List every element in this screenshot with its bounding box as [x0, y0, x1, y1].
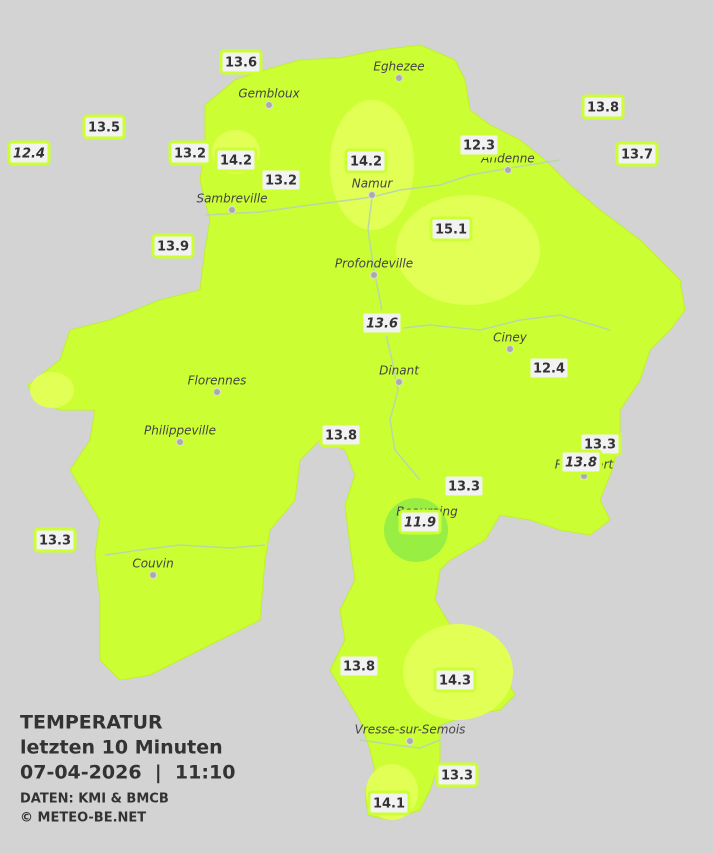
station-value: 13.5	[88, 121, 120, 136]
station-box	[259, 167, 303, 193]
city-dot	[368, 191, 376, 199]
station-value: 13.3	[39, 534, 71, 549]
station-value: 13.8	[325, 429, 357, 444]
city-label: Profondeville	[335, 257, 413, 271]
station-box	[168, 140, 212, 166]
station-value: 14.3	[439, 674, 471, 689]
city-label: Florennes	[188, 374, 247, 388]
station-box	[82, 114, 126, 140]
city-dot	[395, 74, 403, 82]
city-dot	[149, 571, 157, 579]
city-label: Sambreville	[196, 192, 267, 206]
station-box	[527, 355, 571, 381]
city-label: Couvin	[132, 557, 173, 571]
station-value: 13.2	[174, 147, 206, 162]
station-value: 13.8	[343, 660, 375, 675]
station-value: 13.9	[157, 240, 189, 255]
station-box	[429, 216, 473, 242]
city-label: Namur	[352, 177, 394, 191]
river	[384, 314, 611, 331]
station-box	[615, 141, 659, 167]
station-box	[319, 422, 363, 448]
station-box	[337, 653, 381, 679]
legend-datetime: 07-04-2026 | 11:10	[20, 762, 235, 784]
city-label: Ciney	[493, 331, 528, 345]
station-value: 13.3	[448, 480, 480, 495]
warm-zone	[396, 195, 540, 305]
city-dot	[265, 101, 273, 109]
station-value: 11.9	[404, 516, 436, 531]
station-box	[457, 132, 501, 158]
station-box	[360, 310, 404, 336]
city-dot	[176, 438, 184, 446]
city-label: Philippeville	[144, 424, 216, 438]
station-box	[33, 527, 77, 553]
station-value: 13.2	[265, 174, 297, 189]
city-dot	[406, 737, 414, 745]
legend-heading: TEMPERATUR	[20, 712, 163, 734]
station-box	[559, 449, 603, 475]
station-value: 14.2	[350, 155, 382, 170]
station-value: 13.6	[225, 56, 257, 71]
legend-copyright: © METEO-BE.NET	[20, 811, 146, 826]
legend-subtitle: letzten 10 Minuten	[20, 737, 223, 759]
station-value: 12.4	[533, 362, 565, 377]
city-dot	[395, 378, 403, 386]
station-value: 14.2	[220, 154, 252, 169]
city-dot	[228, 206, 236, 214]
station-box	[214, 147, 258, 173]
station-box	[7, 140, 51, 166]
warm-zone	[30, 372, 74, 408]
station-box	[581, 94, 625, 120]
station-value: 14.1	[373, 797, 405, 812]
rivers	[104, 159, 611, 749]
city-dot	[370, 271, 378, 279]
legend-source: DATEN: KMI & BMCB	[20, 792, 169, 807]
station-box	[367, 790, 411, 816]
station-value: 13.8	[565, 456, 597, 471]
station-value: 13.8	[587, 101, 619, 116]
city-label: Dinant	[379, 364, 420, 378]
station-box	[442, 473, 486, 499]
station-value: 13.6	[366, 317, 398, 332]
city-label: Vresse-sur-Semois	[355, 723, 466, 737]
station-box	[219, 49, 263, 75]
river	[367, 196, 421, 481]
stations: 13.6 13.5 12.4 13.2 14.2 13.2 14.2 12.3 13.8 13.7…	[7, 49, 659, 816]
station-box	[398, 509, 442, 535]
station-value: 13.7	[621, 148, 653, 163]
city-label: Eghezee	[373, 60, 424, 74]
station-value: 15.1	[435, 223, 467, 238]
station-value: 13.3	[441, 769, 473, 784]
river	[359, 739, 441, 749]
station-box	[344, 148, 388, 174]
city-dot	[506, 345, 514, 353]
station-box	[435, 762, 479, 788]
river	[104, 544, 266, 556]
station-value: 12.3	[463, 139, 495, 154]
station-box	[151, 233, 195, 259]
station-value: 12.4	[13, 147, 45, 162]
city-label: Gembloux	[238, 87, 300, 101]
station-value: 13.3	[584, 438, 616, 453]
city-dot	[213, 388, 221, 396]
river	[204, 159, 561, 216]
city-dot	[504, 166, 512, 174]
station-box	[433, 667, 477, 693]
